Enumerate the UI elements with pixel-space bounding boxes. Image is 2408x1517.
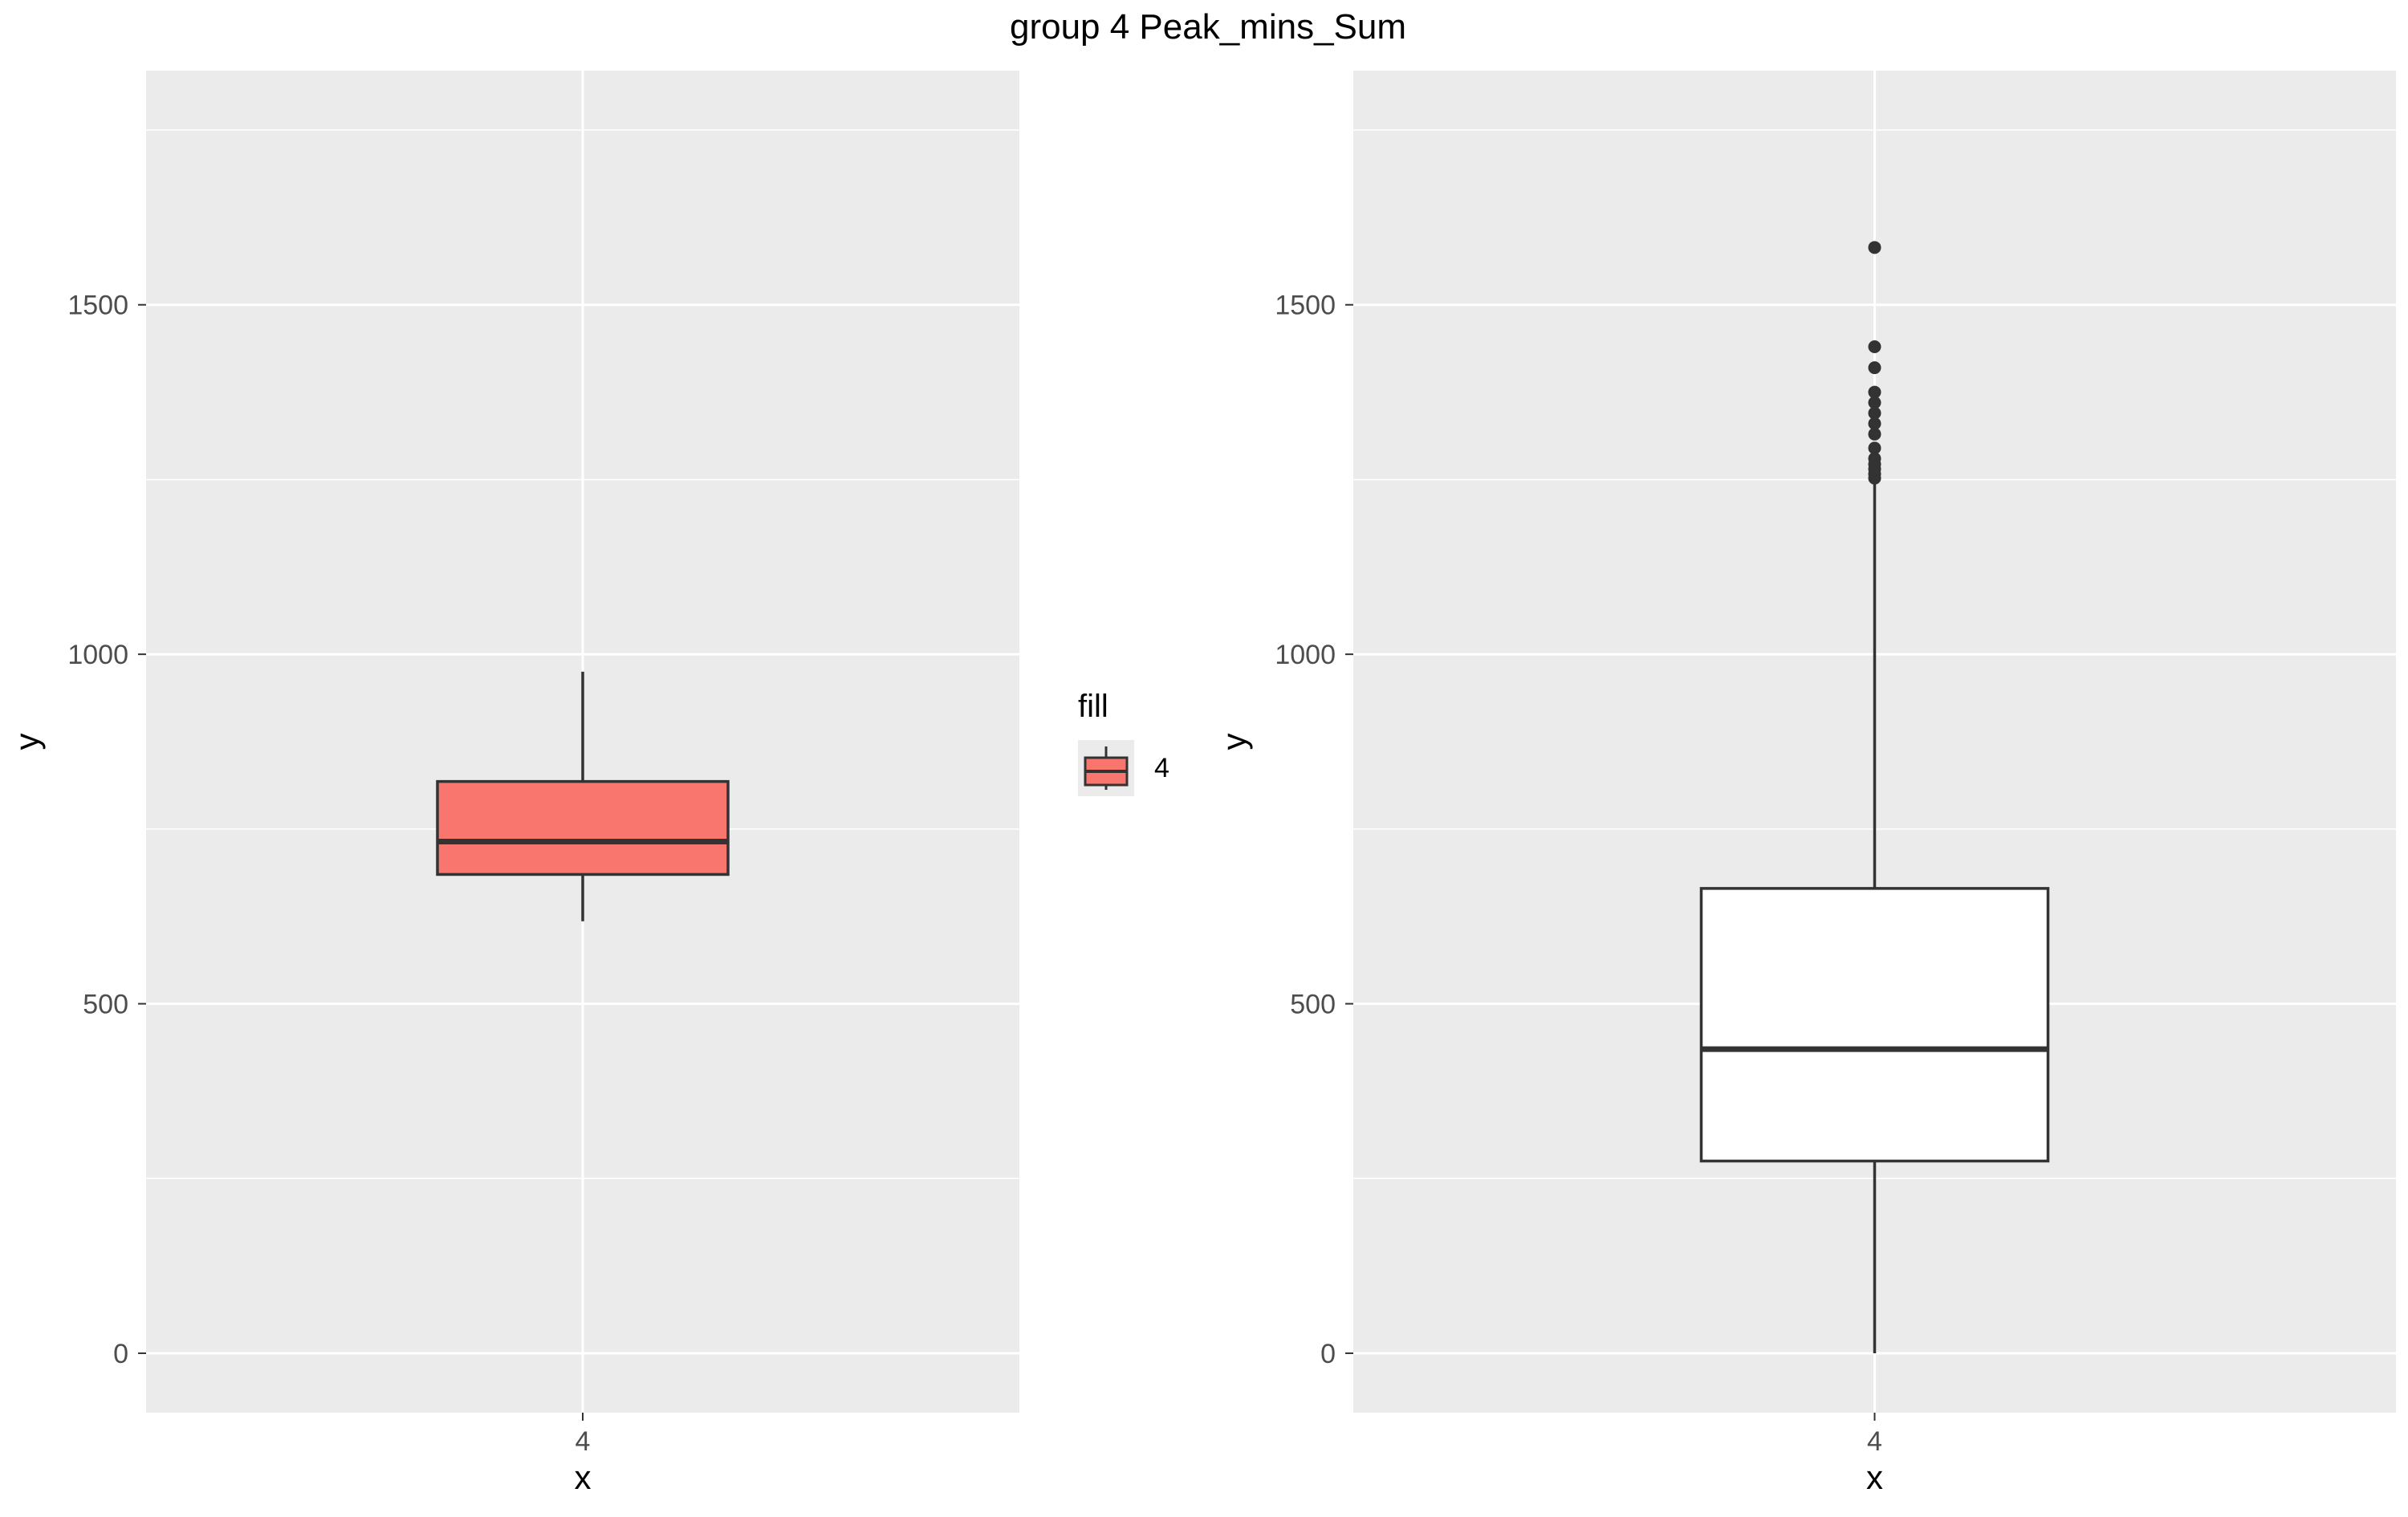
y-tick-label: 1000 — [1275, 640, 1336, 670]
outlier-point — [1868, 361, 1881, 375]
right-boxplot-panel: 0 500 1000 1500 4x y — [1215, 71, 2396, 1496]
y-tick-label: 0 — [1320, 1339, 1336, 1369]
y-tick-label: 0 — [113, 1339, 128, 1369]
y-tick-label: 1500 — [1275, 291, 1336, 321]
y-tick-label: 500 — [1290, 990, 1336, 1020]
outlier-point — [1868, 441, 1881, 455]
legend-title: fill — [1078, 689, 1108, 724]
outlier-point — [1868, 406, 1881, 420]
box — [1699, 887, 2050, 1163]
x-tick-label: 4 — [1867, 1426, 1882, 1457]
chart-title: group 4 Peak_mins_Sum — [1010, 7, 1406, 47]
y-axis-title: y — [8, 734, 46, 750]
y-tick-label: 1000 — [67, 640, 128, 670]
box — [436, 779, 730, 876]
y-tick-label: 1500 — [67, 291, 128, 321]
x-axis-title: x — [1866, 1458, 1883, 1496]
outlier-point — [1868, 396, 1881, 409]
x-tick-label: 4 — [576, 1426, 591, 1457]
legend: fill 4 — [1078, 689, 1169, 796]
outlier-point — [1868, 340, 1881, 353]
outlier-point — [1868, 385, 1881, 399]
y-tick-label: 500 — [83, 990, 128, 1020]
outlier-point — [1868, 417, 1881, 430]
x-axis-title: x — [575, 1458, 592, 1496]
y-axis-title: y — [1215, 734, 1253, 750]
outlier-point — [1868, 241, 1881, 254]
legend-label: 4 — [1154, 753, 1169, 783]
left-boxplot-panel: 0 500 1000 1500 4x y — [8, 71, 1019, 1496]
outlier-point — [1868, 427, 1881, 441]
outlier-point — [1868, 452, 1881, 466]
